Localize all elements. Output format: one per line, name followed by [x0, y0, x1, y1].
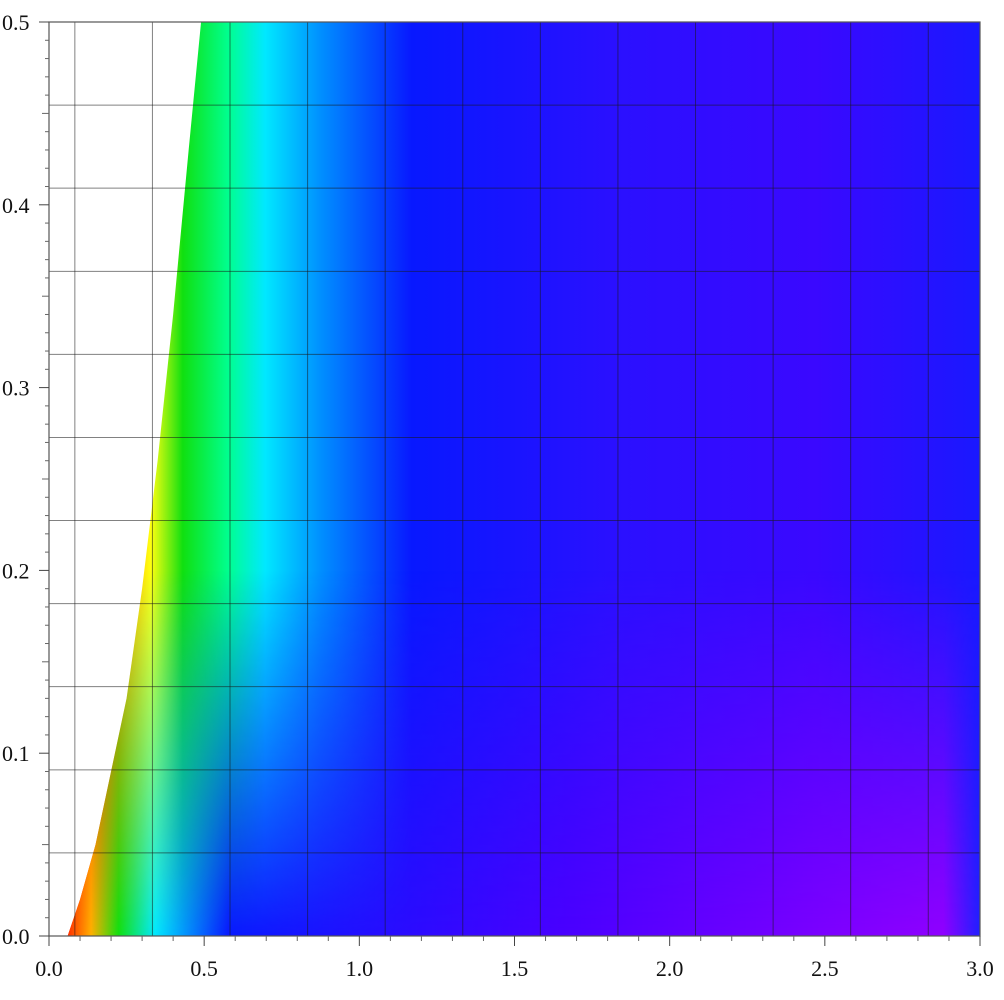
x-tick-label: 0.5: [190, 956, 218, 981]
y-tick-label: 0.3: [2, 376, 30, 401]
y-tick-label: 0.1: [2, 741, 30, 766]
y-tick-label: 0.5: [2, 10, 30, 35]
y-axis: 0.0 0.1 0.2 0.3 0.4 0.5: [2, 10, 49, 949]
y-tick-label: 0.0: [2, 924, 30, 949]
y-tick-label: 0.4: [2, 193, 30, 218]
grid-lines: [48, 21, 980, 937]
x-tick-label: 1.0: [346, 956, 374, 981]
x-tick-label: 2.5: [811, 956, 839, 981]
x-tick-label: 1.5: [501, 956, 529, 981]
x-axis: 0.0 0.5 1.0 1.5 2.0 2.5 3.0: [35, 936, 994, 981]
x-tick-label: 2.0: [656, 956, 684, 981]
x-tick-label: 3.0: [966, 956, 994, 981]
x-tick-label: 0.0: [35, 956, 63, 981]
y-tick-label: 0.2: [2, 558, 30, 583]
heatmap-field: [67, 22, 981, 936]
